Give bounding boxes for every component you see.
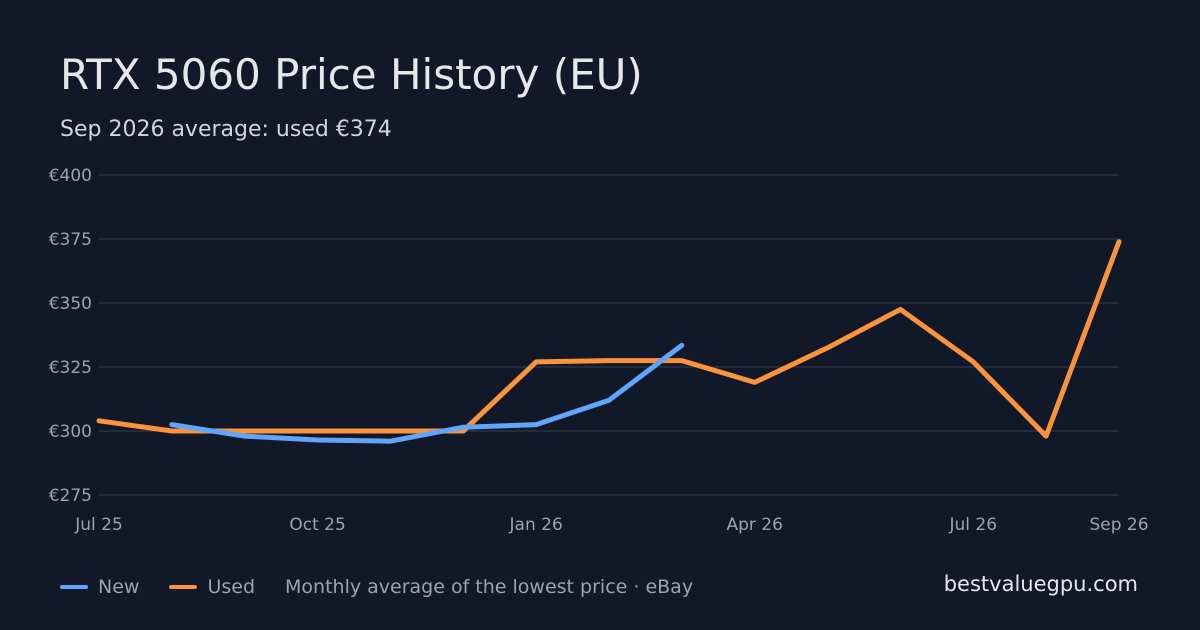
legend-swatch-new: [60, 585, 88, 589]
legend-label-used: Used: [207, 576, 256, 598]
y-tick-label: €300: [49, 422, 92, 442]
chart-subtitle: Sep 2026 average: used €374: [60, 117, 392, 142]
chart-title: RTX 5060 Price History (EU): [60, 50, 643, 99]
series-line-used: [96, 239, 1122, 439]
series-line-new: [169, 342, 685, 444]
legend-item-used: Used: [169, 576, 255, 598]
legend-label-new: New: [98, 576, 140, 598]
x-tick-label: Sep 26: [1089, 515, 1148, 535]
legend-item-new: New: [60, 576, 139, 598]
x-tick-label: Jul 25: [74, 515, 123, 535]
y-axis-ticks: €275 €300 €325 €350 €375 €400: [49, 166, 92, 506]
y-tick-label: €325: [49, 358, 92, 378]
grid-lines: [99, 174, 1119, 496]
chart-footer: New Used Monthly average of the lowest p…: [60, 574, 693, 600]
y-tick-label: €275: [49, 486, 92, 506]
x-axis-ticks: Jul 25 Oct 25 Jan 26 Apr 26 Jul 26 Sep 26: [74, 515, 1148, 535]
x-tick-label: Apr 26: [726, 515, 782, 535]
legend-swatch-used: [169, 585, 198, 589]
site-name: bestvaluegpu.com: [943, 572, 1138, 596]
series-lines: [96, 239, 1122, 444]
y-tick-label: €350: [49, 294, 92, 314]
source-note: Monthly average of the lowest price · eB…: [285, 576, 694, 598]
x-tick-label: Oct 25: [289, 515, 345, 535]
y-tick-label: €400: [49, 166, 92, 186]
x-tick-label: Jan 26: [509, 515, 563, 535]
y-tick-label: €375: [49, 230, 92, 250]
x-tick-label: Jul 26: [949, 515, 998, 535]
